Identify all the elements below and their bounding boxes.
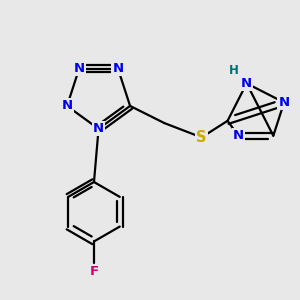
Text: N: N [74,62,85,75]
Text: N: N [61,99,73,112]
Text: N: N [112,62,124,75]
Text: F: F [89,265,98,278]
Text: N: N [233,129,244,142]
Text: N: N [278,96,290,109]
Text: S: S [196,130,207,145]
Text: N: N [93,122,104,135]
Text: H: H [229,64,239,77]
Text: N: N [241,77,252,90]
